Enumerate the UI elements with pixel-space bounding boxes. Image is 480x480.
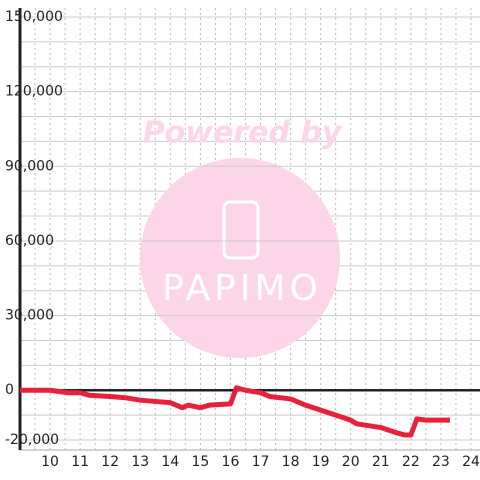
y-tick-label: 0 — [5, 382, 14, 398]
x-tick-label: 11 — [71, 454, 89, 470]
y-tick-label: -20,000 — [5, 432, 59, 448]
x-tick-label: 22 — [402, 454, 420, 470]
x-tick-label: 17 — [252, 454, 270, 470]
watermark-phone — [222, 200, 260, 260]
x-tick-label: 19 — [312, 454, 330, 470]
x-tick-label: 13 — [131, 454, 149, 470]
y-tick-label: 30,000 — [5, 308, 54, 324]
x-tick-label: 10 — [41, 454, 59, 470]
x-tick-label: 20 — [342, 454, 360, 470]
line-series — [20, 385, 450, 438]
y-tick-label: 90,000 — [5, 158, 54, 174]
x-tick-label: 18 — [282, 454, 300, 470]
x-tick-label: 16 — [222, 454, 240, 470]
x-tick-label: 23 — [432, 454, 450, 470]
watermark-logo: PAPIMO — [162, 268, 322, 309]
x-tick-label: 14 — [161, 454, 179, 470]
x-tick-label: 24 — [462, 454, 480, 470]
x-tick-label: 21 — [372, 454, 390, 470]
y-tick-label: 60,000 — [5, 233, 54, 249]
watermark-text: Powered by — [143, 116, 343, 151]
y-tick-label: 150,000 — [5, 9, 63, 25]
x-tick-label: 15 — [191, 454, 209, 470]
watermark: Powered by PAPIMO — [140, 116, 343, 358]
x-tick-label: 12 — [101, 454, 119, 470]
y-tick-label: 120,000 — [5, 84, 63, 100]
